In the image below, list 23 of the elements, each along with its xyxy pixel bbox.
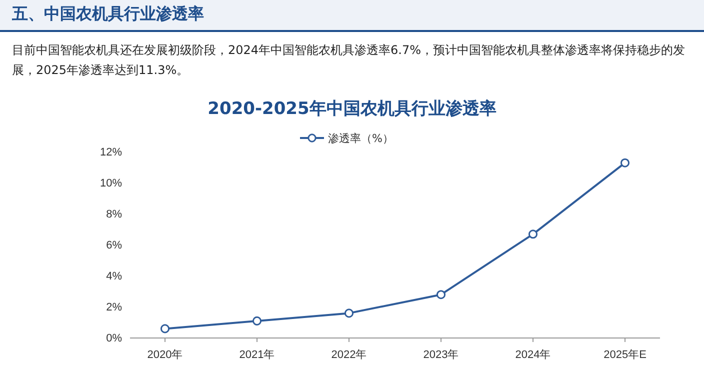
point [436, 290, 446, 300]
x-tick-label: 2024年 [515, 348, 551, 361]
point [252, 316, 262, 326]
y-tick-label: 4% [106, 270, 122, 283]
x-tick-label: 2025年E [604, 348, 646, 361]
text: 五、中国农机具行业渗透率 [12, 4, 204, 25]
point [344, 308, 354, 318]
chart-subtitle: 目前中国智能农机具还在发展初级阶段，2024年中国智能农机具渗透率6.7%，预计中国智能农机具整体渗透率将保持稳步的发展，2025年渗透率达到11.3%。 [12, 42, 686, 79]
chart-title: 2020-2025年中国农机具行业渗透率 [208, 99, 496, 119]
y-tick-label: 0% [106, 332, 122, 345]
point [620, 158, 630, 168]
x-tick-label: 2020年 [147, 348, 183, 361]
y-tick-label: 8% [106, 208, 122, 221]
y-tick-label: 2% [106, 302, 122, 314]
point [160, 324, 170, 334]
x-tick-label: 2023年 [423, 348, 459, 361]
y-tick-label: 12% [100, 146, 122, 159]
x-tick-label: 2022年 [331, 348, 367, 361]
y-tick-label: 10% [100, 178, 122, 190]
legend-label: 渗透率（%） [328, 132, 394, 145]
y-tick-label: 6% [106, 240, 122, 252]
point [528, 230, 538, 239]
x-tick-label: 2021年 [239, 348, 275, 361]
